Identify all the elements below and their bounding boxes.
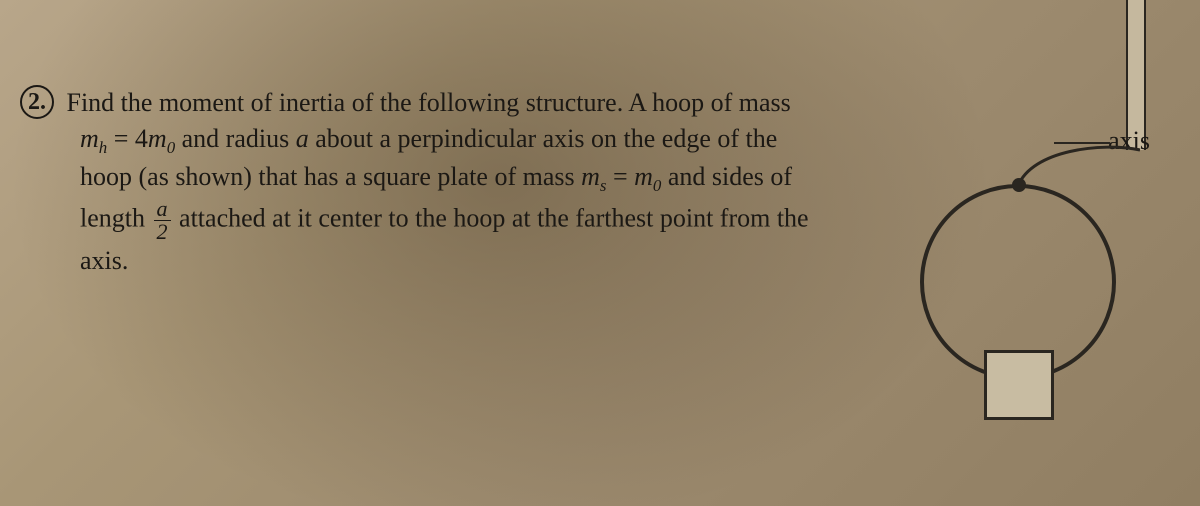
problem-text-block: 2. Find the moment of inertia of the fol… — [20, 85, 850, 279]
line3b: and sides of — [661, 162, 792, 191]
fraction-a-over-2: a2 — [154, 198, 171, 243]
frac-den: 2 — [154, 221, 171, 243]
diagram: axis — [880, 0, 1170, 506]
mh-var: m — [80, 124, 99, 153]
problem-number: 2. — [20, 85, 54, 119]
line2: mh = 4m0 and radius a about a perpindicu… — [80, 121, 850, 160]
m0-var: m — [148, 124, 167, 153]
line5: axis. — [80, 243, 850, 279]
line1: Find the moment of inertia of the follow… — [67, 88, 791, 117]
line4a: length — [80, 203, 152, 232]
m0-var2: m — [634, 162, 653, 191]
line3: hoop (as shown) that has a square plate … — [80, 159, 850, 198]
m0-sub: 0 — [167, 138, 175, 157]
eq2-mid: = — [606, 162, 634, 191]
ms-var: m — [581, 162, 600, 191]
square-plate-icon — [984, 350, 1054, 420]
mh-sub: h — [99, 138, 107, 157]
line2b: about a perpindicular axis on the edge o… — [309, 124, 778, 153]
line4b: attached at it center to the hoop at the… — [173, 203, 809, 232]
frac-num: a — [154, 198, 171, 221]
eq1-mid: = 4 — [107, 124, 148, 153]
radius-a: a — [296, 124, 309, 153]
line2a: and radius — [175, 124, 296, 153]
line3a: hoop (as shown) that has a square plate … — [80, 162, 581, 191]
line4: length a2 attached at it center to the h… — [80, 198, 850, 243]
